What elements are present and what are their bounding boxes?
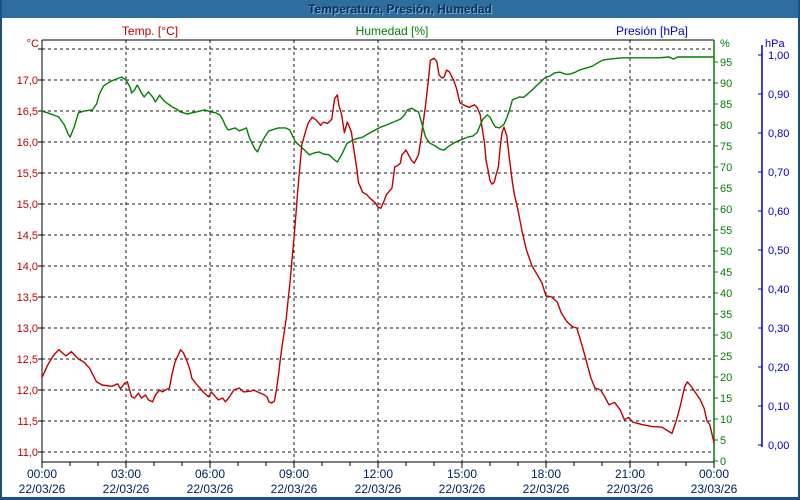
temp-tick-label: 15,0 [17,199,38,211]
x-tick-time-label: 00:00 [27,467,57,481]
humidity-tick-label: 55 [720,225,732,237]
pressure-tick-label: 0,20 [768,362,789,374]
humidity-axis-unit: % [720,38,730,50]
humidity-tick-label: 40 [720,288,732,300]
humidity-tick-label: 0 [720,456,726,468]
pressure-tick-label: 0,00 [768,440,789,452]
temp-tick-label: 16,5 [17,106,38,118]
humidity-tick-label: 60 [720,204,732,216]
x-tick-time-label: 15:00 [447,467,477,481]
humidity-tick-label: 75 [720,141,732,153]
x-tick-time-label: 03:00 [111,467,141,481]
x-tick-date-label: 22/03/26 [607,482,654,496]
legend-item-0: Temp. [°C] [121,24,179,38]
x-tick-date-label: 22/03/26 [271,482,318,496]
temp-tick-label: 17,0 [17,75,38,87]
legend-item-2: Presión [hPa] [615,24,689,38]
x-tick-time-label: 09:00 [279,467,309,481]
temp-tick-label: 15,5 [17,168,38,180]
x-tick-date-label: 22/03/26 [523,482,570,496]
humidity-tick-label: 50 [720,246,732,258]
humidity-tick-label: 20 [720,372,732,384]
pressure-tick-label: 0,50 [768,245,789,257]
x-tick-time-label: 18:00 [531,467,561,481]
pressure-tick-label: 1,00 [768,50,789,62]
temp-tick-label: 11,5 [17,416,38,428]
temp-axis-unit: °C [27,38,39,50]
series-line-humidity [41,56,715,163]
humidity-tick-label: 35 [720,309,732,321]
humidity-tick-label: 5 [720,435,726,447]
x-tick-date-label: 23/03/26 [691,482,738,496]
humidity-tick-label: 15 [720,393,732,405]
pressure-tick-label: 0,60 [768,206,789,218]
humidity-tick-label: 95 [720,57,732,69]
window-title: Temperatura, Presión, Humedad [2,0,798,18]
temp-tick-label: 12,0 [17,385,38,397]
series-line-temperature [41,57,715,444]
humidity-tick-label: 70 [720,162,732,174]
temp-tick-label: 14,5 [17,230,38,242]
pressure-tick-label: 0,70 [768,167,789,179]
x-tick-date-label: 22/03/26 [103,482,150,496]
humidity-tick-label: 85 [720,99,732,111]
humidity-tick-label: 10 [720,414,732,426]
pressure-tick-label: 0,40 [768,284,789,296]
temp-tick-label: 11,0 [17,447,38,459]
temp-tick-label: 12,5 [17,354,38,366]
x-tick-time-label: 06:00 [195,467,225,481]
pressure-tick-label: 0,80 [768,128,789,140]
x-tick-date-label: 22/03/26 [355,482,402,496]
x-tick-time-label: 00:00 [699,467,729,481]
humidity-tick-label: 90 [720,78,732,90]
x-tick-date-label: 22/03/26 [19,482,66,496]
temp-tick-label: 13,5 [17,292,38,304]
temp-tick-label: 13,0 [17,323,38,335]
humidity-tick-label: 65 [720,183,732,195]
humidity-tick-label: 45 [720,267,732,279]
temp-tick-label: 16,0 [17,137,38,149]
x-tick-date-label: 22/03/26 [439,482,486,496]
pressure-axis-unit: hPa [765,38,785,50]
x-tick-time-label: 21:00 [615,467,645,481]
humidity-tick-label: 80 [720,120,732,132]
humidity-tick-label: 25 [720,351,732,363]
x-tick-time-label: 12:00 [363,467,393,481]
pressure-tick-label: 0,90 [768,89,789,101]
legend-item-1: Humedad [%] [355,24,429,38]
temp-tick-label: 14,0 [17,261,38,273]
humidity-tick-label: 30 [720,330,732,342]
pressure-tick-label: 0,30 [768,323,789,335]
x-tick-date-label: 22/03/26 [187,482,234,496]
pressure-tick-label: 0,10 [768,401,789,413]
